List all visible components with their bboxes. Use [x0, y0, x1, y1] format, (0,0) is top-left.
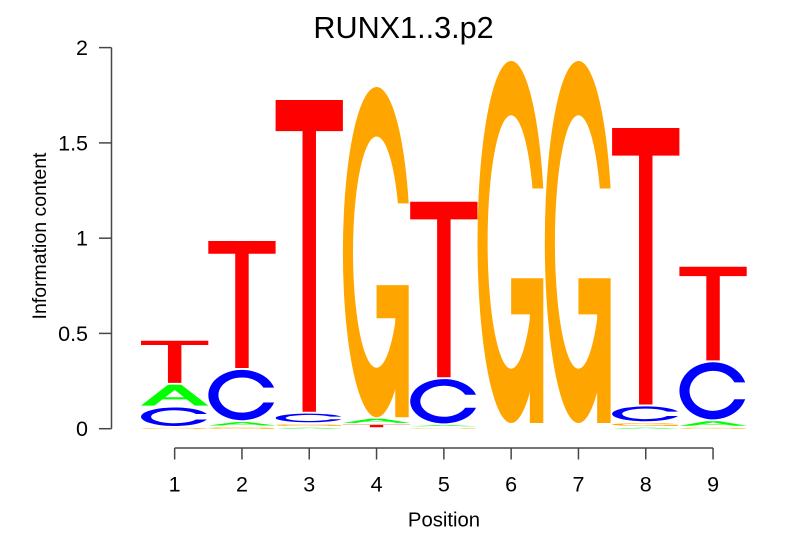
svg-text:1: 1: [169, 473, 181, 497]
svg-text:9: 9: [707, 473, 719, 497]
svg-text:6: 6: [505, 473, 517, 497]
svg-text:4: 4: [371, 473, 383, 497]
svg-text:7: 7: [572, 473, 584, 497]
svg-text:0.5: 0.5: [58, 322, 88, 346]
svg-text:5: 5: [438, 473, 450, 497]
svg-text:Position: Position: [408, 510, 480, 532]
svg-text:2: 2: [236, 473, 248, 497]
svg-text:Information content: Information content: [29, 152, 51, 320]
svg-text:0: 0: [76, 417, 88, 441]
svg-text:RUNX1..3.p2: RUNX1..3.p2: [313, 11, 493, 45]
svg-text:8: 8: [640, 473, 652, 497]
svg-text:1.5: 1.5: [58, 131, 88, 155]
svg-text:1: 1: [76, 227, 88, 251]
svg-text:2: 2: [76, 36, 88, 60]
svg-text:3: 3: [303, 473, 315, 497]
